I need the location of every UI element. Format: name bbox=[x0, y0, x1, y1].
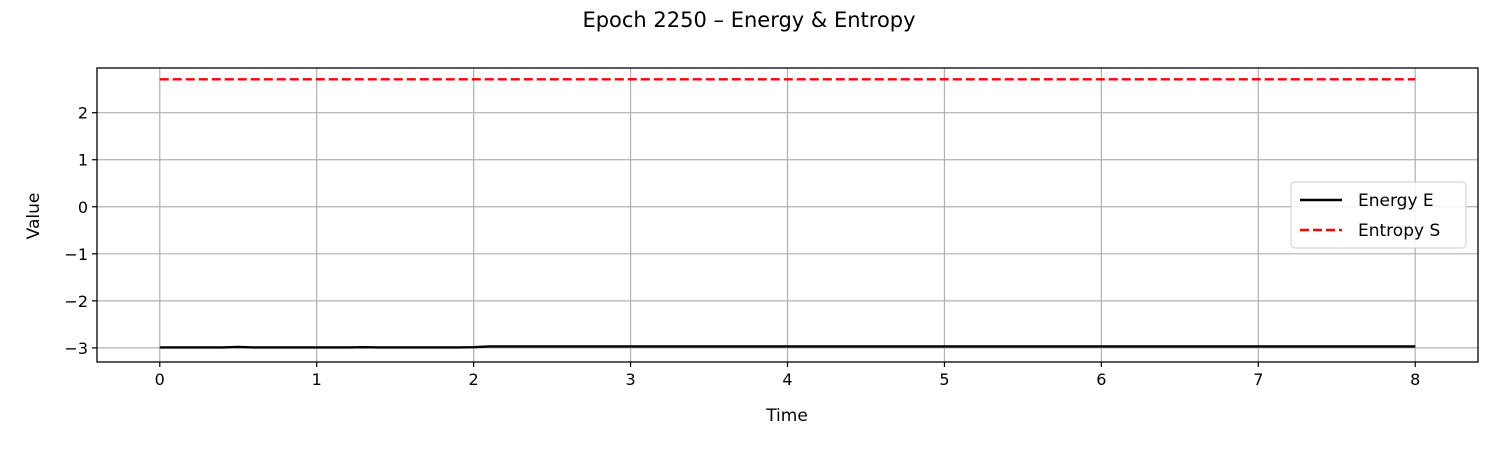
y-tick-label: 0 bbox=[78, 198, 88, 217]
x-tick-label: 2 bbox=[469, 370, 479, 389]
y-tick-label: 2 bbox=[78, 104, 88, 123]
x-axis-label: Time bbox=[765, 406, 808, 426]
x-tick-label: 8 bbox=[1410, 370, 1420, 389]
series-line-energy bbox=[159, 345, 1416, 349]
legend-label-energy: Energy E bbox=[1358, 191, 1434, 211]
chart-title: Epoch 2250 – Energy & Entropy bbox=[582, 8, 915, 32]
y-tick-label: 1 bbox=[78, 151, 88, 170]
x-tick-label: 5 bbox=[939, 370, 949, 389]
y-axis-ticks: −3 −2 −1 0 1 2 bbox=[64, 104, 97, 358]
series-layer bbox=[159, 78, 1416, 349]
legend-box bbox=[1290, 181, 1467, 249]
y-tick-label: −2 bbox=[64, 292, 88, 311]
x-tick-label: 7 bbox=[1253, 370, 1263, 389]
x-tick-label: 1 bbox=[312, 370, 322, 389]
grid-lines bbox=[97, 68, 1478, 362]
y-tick-label: −3 bbox=[64, 339, 88, 358]
y-axis-label: Value bbox=[24, 193, 44, 240]
legend: Energy E Entropy S bbox=[1290, 181, 1467, 249]
y-tick-label: −1 bbox=[64, 245, 88, 264]
x-tick-label: 4 bbox=[782, 370, 792, 389]
x-tick-label: 6 bbox=[1096, 370, 1106, 389]
legend-label-entropy: Entropy S bbox=[1358, 221, 1440, 241]
x-tick-label: 3 bbox=[625, 370, 635, 389]
x-tick-label: 0 bbox=[155, 370, 165, 389]
x-axis-ticks: 0 1 2 3 4 5 6 7 8 bbox=[155, 362, 1420, 389]
